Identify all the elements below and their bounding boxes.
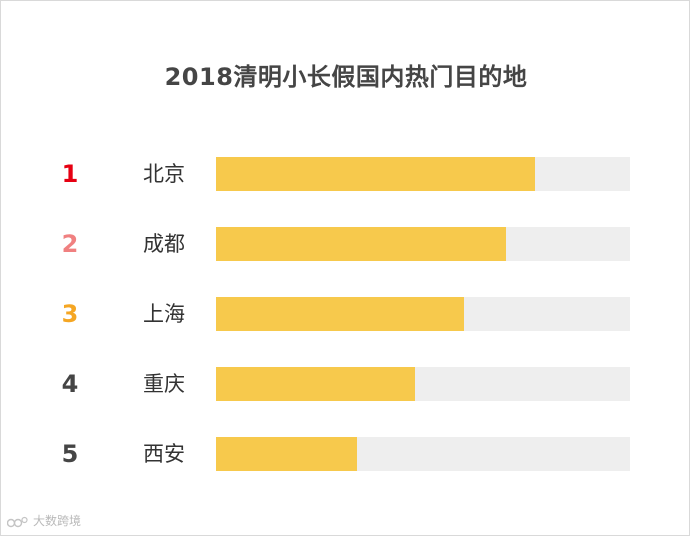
bar: [216, 157, 535, 191]
bar: [216, 437, 357, 471]
rank-label: 3: [61, 300, 79, 328]
watermark-logo-icon: [7, 516, 28, 527]
bar-track: [216, 437, 630, 471]
bar-track: [216, 157, 630, 191]
category-label: 北京: [143, 162, 185, 186]
bar-row: 1 北京: [1, 157, 690, 191]
watermark-logo: 大数跨境: [7, 512, 81, 530]
bar: [216, 227, 506, 261]
bar-track: [216, 227, 630, 261]
rank-label: 1: [61, 160, 79, 188]
bar-track: [216, 367, 630, 401]
bar: [216, 297, 464, 331]
bar-row: 5 西安: [1, 437, 690, 471]
watermark-text: 大数跨境: [33, 514, 82, 528]
category-label: 成都: [143, 232, 185, 256]
rank-label: 2: [61, 230, 79, 258]
rank-label: 4: [61, 370, 79, 398]
bar-row: 2 成都: [1, 227, 690, 261]
category-label: 西安: [143, 442, 185, 466]
chart-title: 2018清明小长假国内热门目的地: [164, 63, 528, 91]
bar: [216, 367, 415, 401]
bar-row: 3 上海: [1, 297, 690, 331]
bar-track: [216, 297, 630, 331]
rank-label: 5: [61, 440, 79, 468]
category-label: 重庆: [143, 372, 185, 396]
category-label: 上海: [143, 302, 185, 326]
bar-row: 4 重庆: [1, 367, 690, 401]
